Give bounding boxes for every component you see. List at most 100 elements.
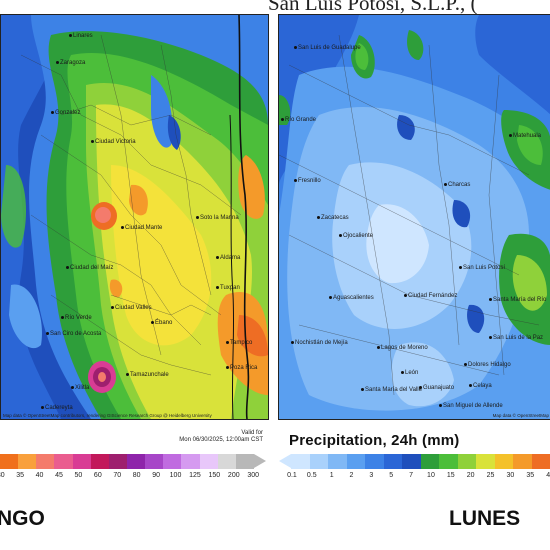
colorbar-tick-label: 125 [189, 472, 201, 479]
colorbar-swatch [457, 454, 476, 469]
colorbar-swatch [217, 454, 236, 469]
place-label: Xilitla [71, 385, 89, 392]
colorbar-tick-label: 7 [409, 472, 414, 479]
colorbar-tick-label: 3 [369, 472, 374, 479]
left-map-field [1, 15, 268, 419]
colorbar-swatch [126, 454, 146, 469]
colorbar-swatch [328, 454, 347, 469]
colorbar-tick-label: 40 [35, 472, 44, 479]
place-label: San Miguel de Allende [439, 403, 503, 410]
colorbar-swatch [54, 454, 73, 469]
place-label: Matehuala [509, 133, 541, 140]
place-label: San Luis de Guadalupe [294, 45, 361, 52]
colorbar-tick-label: 35 [526, 472, 535, 479]
place-label: Nochistlán de Mejía [291, 340, 348, 347]
place-label: Ciudad del Maíz [66, 265, 113, 272]
colorbar-swatch [0, 454, 19, 469]
valid-time: Valid for Mon 06/30/2025, 12:00am CST [140, 430, 263, 444]
place-label: Ciudad Fernández [404, 293, 457, 300]
colorbar-swatch [291, 454, 310, 469]
place-label: Río Verde [61, 315, 92, 322]
colorbar-swatch [402, 454, 421, 469]
place-label: Aldama [216, 255, 240, 262]
colorbar-tick-label: 20 [466, 472, 475, 479]
place-label: Zacatecas [317, 215, 349, 222]
place-label: Ciudad Victoria [91, 139, 136, 146]
colorbar-swatch [235, 454, 254, 469]
place-label: Ojocaliente [339, 233, 373, 240]
colorbar-tick-label: 150 [208, 472, 221, 479]
place-label: Tuxpan [216, 285, 240, 292]
day-label-left: NGO [0, 507, 45, 530]
colorbar-tick-label: 0.1 [287, 472, 297, 479]
legend-title: Precipitation, 24h (mm) [289, 432, 460, 449]
day-label-right: LUNES [449, 507, 521, 530]
colorbar-swatch [494, 454, 513, 469]
place-label: Poza Rica [226, 365, 257, 372]
colorbar-left [0, 454, 254, 469]
colorbar-swatch [309, 454, 328, 469]
colorbar-end-arrow [254, 454, 266, 468]
map-attribution: Map data © OpenStreetMap contributors, r… [3, 413, 212, 418]
colorbar-tick-label: 100 [169, 472, 182, 479]
colorbar-swatch [199, 454, 218, 469]
colorbar-tick-label: 200 [227, 472, 240, 479]
colorbar-tick-label: 30 [506, 472, 515, 479]
colorbar-tick-label: 15 [446, 472, 455, 479]
colorbar-swatch [108, 454, 127, 469]
colorbar-swatch [163, 454, 182, 469]
place-label: Tamazunchale [126, 372, 169, 379]
place-label: Soto la Marina [196, 215, 239, 222]
place-label: Lagos de Moreno [377, 345, 428, 352]
colorbar-tick-label: 5 [389, 472, 394, 479]
colorbar-swatch [531, 454, 550, 469]
place-label: Guanajuato [419, 385, 454, 392]
colorbar-tick-label: 1 [329, 472, 334, 479]
colorbar-swatch [420, 454, 439, 469]
colorbar-right [291, 454, 550, 469]
place-label: Celaya [469, 383, 492, 390]
place-label: Zaragoza [56, 60, 85, 67]
place-label: Linares [69, 33, 93, 40]
map-attribution: Map data © OpenStreetMap [492, 413, 549, 418]
colorbar-swatch [476, 454, 495, 469]
colorbar-tick-label: 80 [132, 472, 141, 479]
colorbar-tick-label: 45 [55, 472, 63, 479]
place-label: Cadereyta [41, 405, 73, 412]
valid-datetime: Mon 06/30/2025, 12:00am CST [179, 437, 263, 443]
place-label: Río Grande [281, 117, 316, 124]
place-label: Gonzalez [51, 110, 80, 117]
colorbar-swatch [72, 454, 91, 469]
colorbar-swatch [346, 454, 365, 469]
colorbar-swatch [36, 454, 55, 469]
colorbar-tick-label: 35 [16, 472, 25, 479]
place-label: Aguascalientes [329, 295, 374, 302]
colorbar-tick-label: 300 [247, 472, 260, 479]
place-label: Ciudad Valles [111, 305, 152, 312]
place-label: San Luis Potosí [459, 265, 505, 272]
colorbar-ticks-left: 30 35 40 45 50 60 70 80 90 100 125 150 200 300 [0, 472, 263, 484]
place-label: León [401, 370, 418, 377]
place-label: Dolores Hidalgo [464, 362, 511, 369]
colorbar-swatch [145, 454, 164, 469]
colorbar-tick-label: 25 [486, 472, 495, 479]
colorbar-tick-label: 90 [152, 472, 160, 479]
valid-label: Valid for [241, 430, 263, 436]
place-label: Charcas [444, 182, 470, 189]
colorbar-swatch [365, 454, 384, 469]
right-map-field [279, 15, 550, 419]
place-label: Tampico [226, 340, 252, 347]
place-label: Ébano [151, 320, 172, 327]
place-label: Fresnillo [294, 178, 321, 185]
colorbar-ticks-right: 0.10.51235710152025303540 [282, 472, 550, 484]
colorbar-tick-label: 2 [349, 472, 354, 479]
colorbar-swatch [90, 454, 109, 469]
colorbar-swatch [439, 454, 458, 469]
colorbar-swatch [513, 454, 532, 469]
colorbar-tick-label: 70 [113, 472, 122, 479]
colorbar-swatch [181, 454, 200, 469]
place-label: Santa María del Río [489, 297, 546, 304]
colorbar-tick-label: 50 [74, 472, 83, 479]
precipitation-map-left: Linares Ciudad Victoria Ciudad Mante Ciu… [0, 14, 269, 420]
place-label: San Luis de la Paz [489, 335, 543, 342]
